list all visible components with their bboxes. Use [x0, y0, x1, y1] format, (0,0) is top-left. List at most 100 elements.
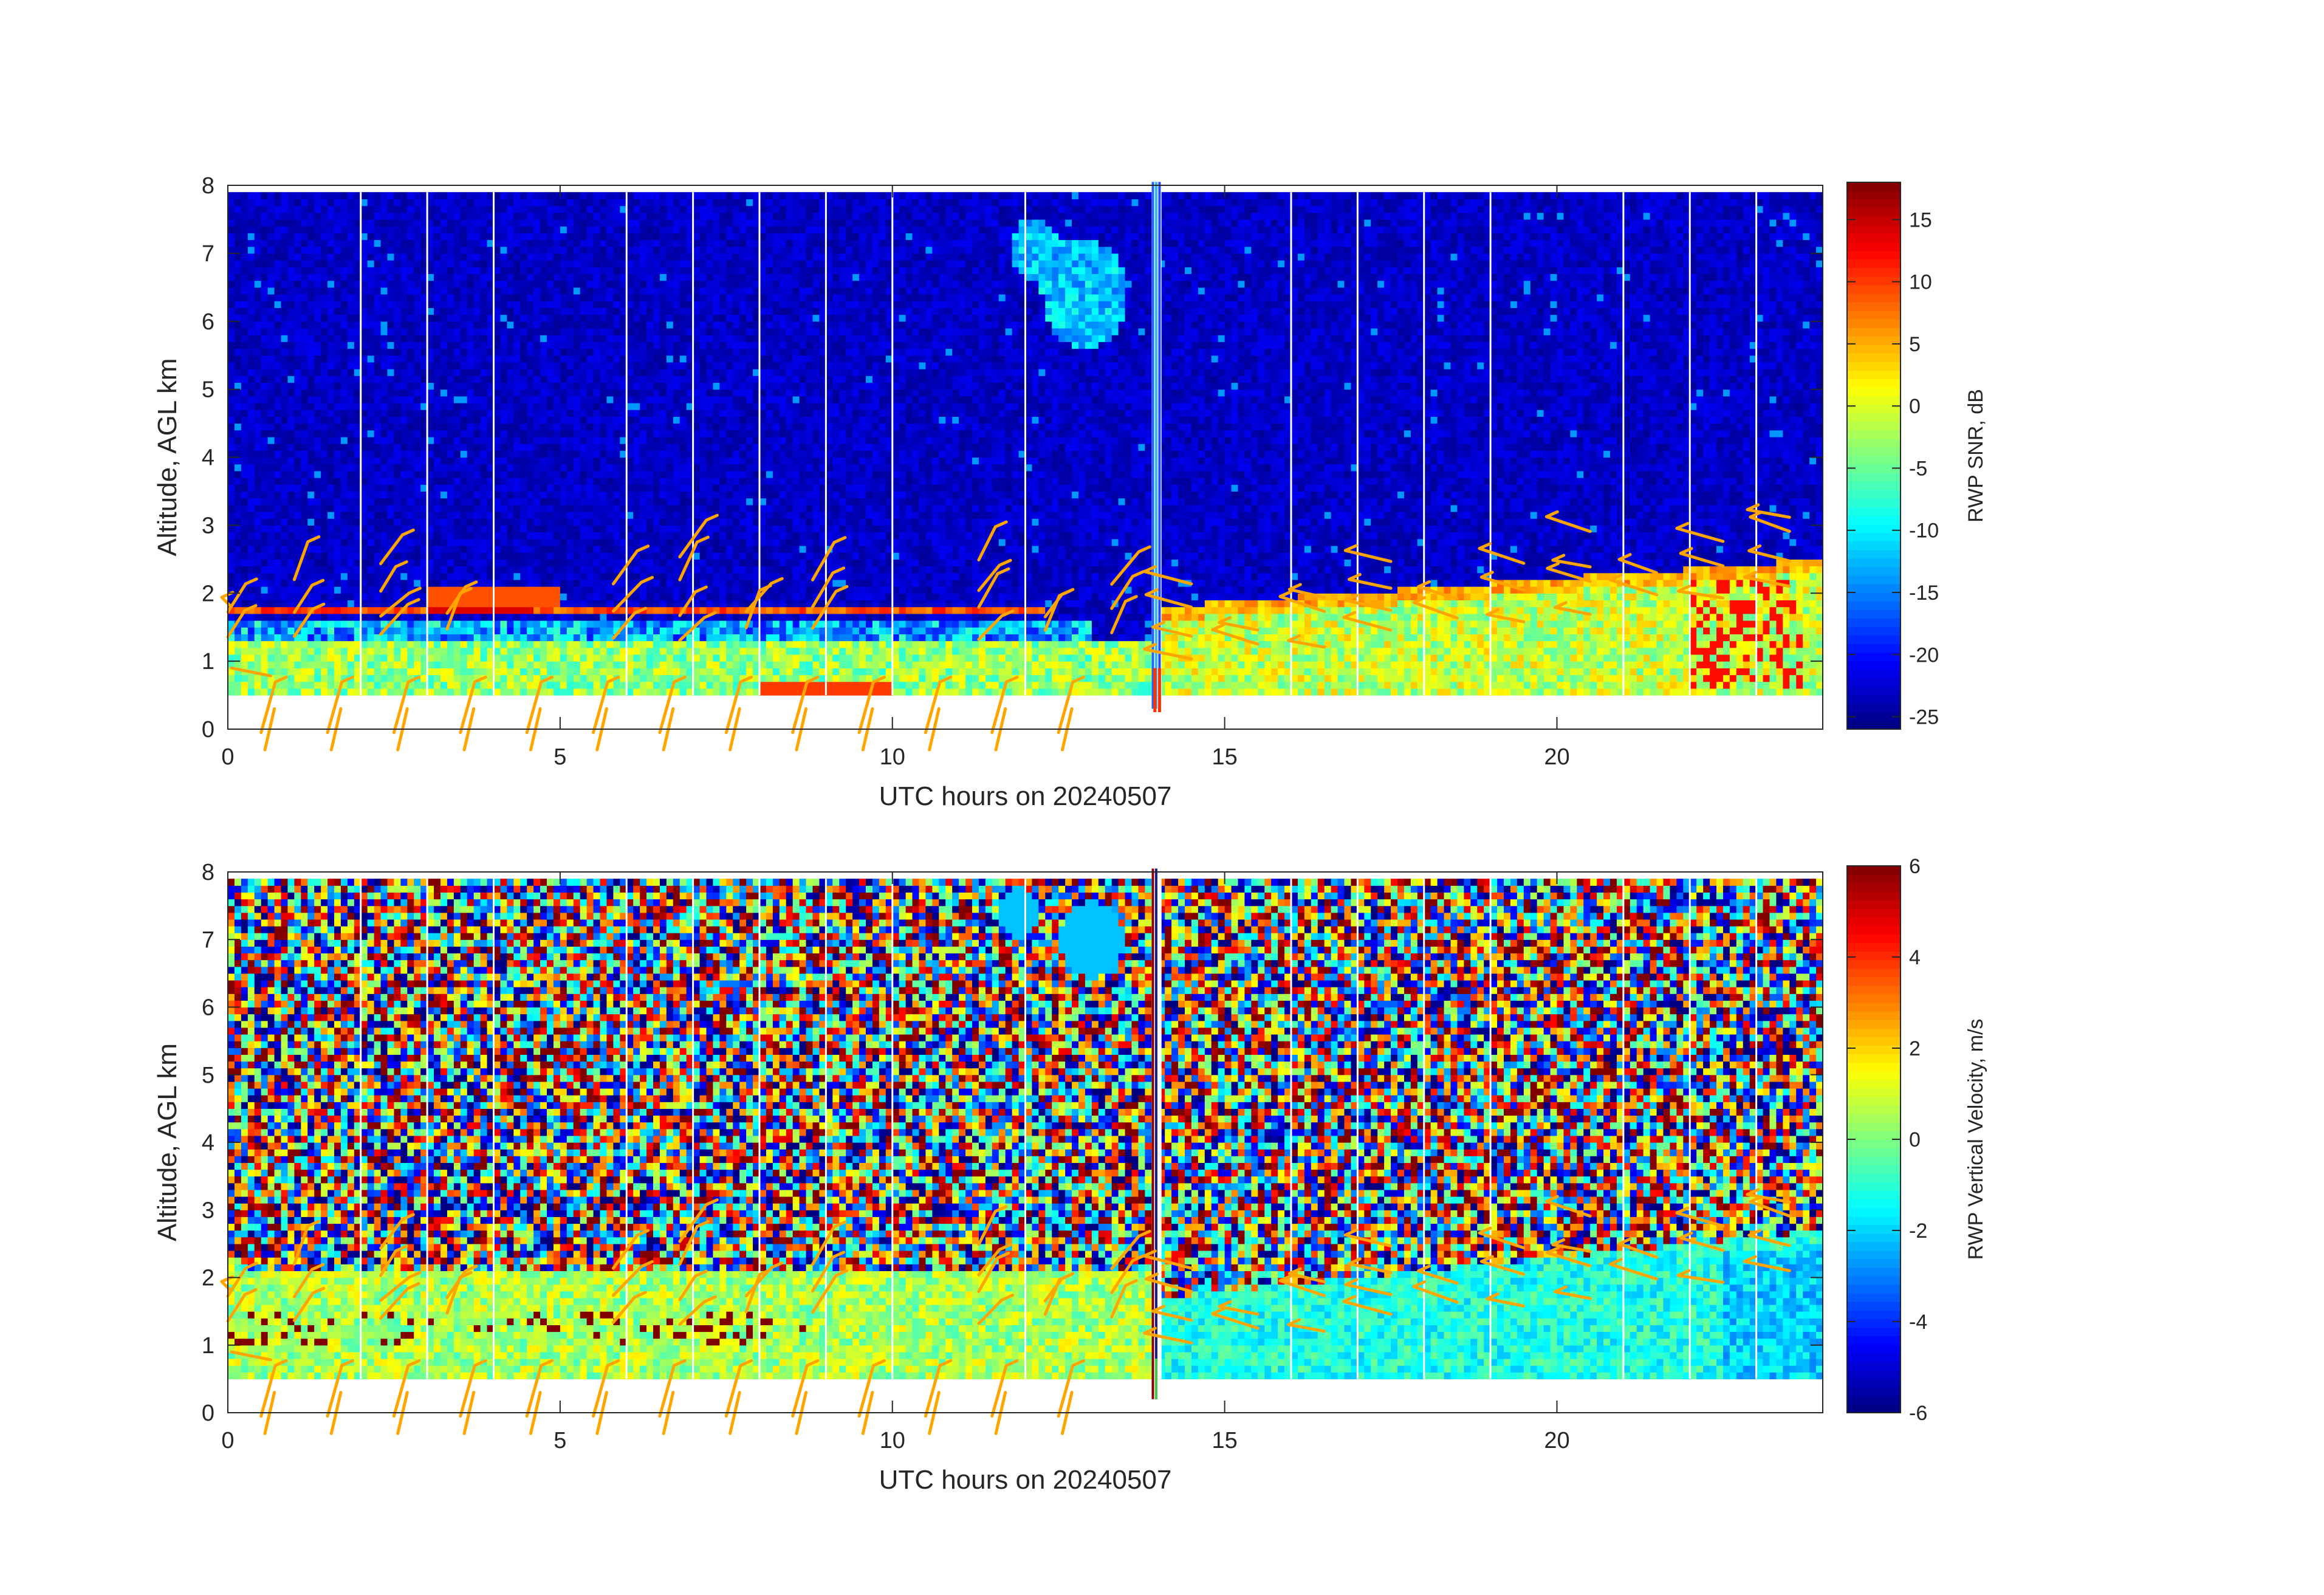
- heatmap-cell: [381, 260, 388, 267]
- heatmap-cell: [520, 573, 527, 580]
- heatmap-cell: [500, 437, 507, 444]
- heatmap-cell: [527, 355, 534, 363]
- heatmap-cell: [334, 627, 341, 634]
- heatmap-cell: [348, 573, 355, 580]
- heatmap-cell: [268, 253, 275, 261]
- heatmap-cell: [427, 654, 434, 662]
- heatmap-cell: [228, 525, 235, 532]
- heatmap-cell: [454, 294, 461, 301]
- heatmap-cell: [533, 450, 541, 458]
- heatmap-cell: [394, 620, 401, 628]
- heatmap-cell: [275, 424, 282, 431]
- heatmap-cell: [407, 573, 414, 580]
- heatmap-cell: [447, 444, 454, 451]
- heatmap-cell: [314, 668, 321, 675]
- heatmap-cell: [400, 416, 408, 424]
- heatmap-cell: [540, 341, 547, 349]
- heatmap-cell: [261, 552, 269, 560]
- heatmap-cell: [474, 335, 481, 342]
- heatmap-cell: [454, 335, 461, 342]
- heatmap-cell: [228, 307, 235, 315]
- heatmap-cell: [447, 688, 454, 696]
- heatmap-cell: [507, 464, 514, 472]
- heatmap-cell: [334, 648, 341, 655]
- heatmap-cell: [281, 641, 289, 648]
- heatmap-cell: [513, 546, 521, 553]
- heatmap-cell: [427, 206, 434, 213]
- heatmap-cell: [481, 512, 488, 519]
- heatmap-cell: [314, 498, 321, 506]
- heatmap-cell: [533, 525, 541, 532]
- heatmap-cell: [327, 219, 335, 227]
- heatmap-cell: [400, 199, 408, 206]
- heatmap-cell: [427, 634, 434, 641]
- heatmap-cell: [481, 478, 488, 485]
- heatmap-cell: [454, 539, 461, 546]
- heatmap-cell: [281, 478, 289, 485]
- heatmap-cell: [287, 614, 295, 621]
- heatmap-cell: [361, 512, 368, 519]
- heatmap-cell: [241, 226, 249, 233]
- heatmap-cell: [547, 328, 554, 335]
- heatmap-cell: [381, 491, 388, 498]
- heatmap-cell: [461, 627, 468, 634]
- heatmap-cell: [474, 668, 481, 675]
- heatmap-cell: [268, 315, 275, 322]
- heatmap-cell: [554, 505, 561, 512]
- heatmap-cell: [414, 199, 421, 206]
- heatmap-cell: [248, 627, 255, 634]
- heatmap-cell: [527, 566, 534, 574]
- heatmap-cell: [368, 240, 375, 247]
- heatmap-cell: [275, 328, 282, 335]
- heatmap-cell: [400, 450, 408, 458]
- heatmap-cell: [400, 512, 408, 519]
- heatmap-cell: [368, 349, 375, 356]
- heatmap-cell: [481, 355, 488, 363]
- heatmap-cell: [434, 518, 441, 526]
- heatmap-cell: [527, 688, 534, 696]
- heatmap-cell: [248, 471, 255, 478]
- heatmap-cell: [547, 281, 554, 288]
- heatmap-cell: [467, 525, 475, 532]
- heatmap-cell: [307, 668, 315, 675]
- heatmap-cell: [500, 620, 507, 628]
- heatmap-cell: [294, 369, 301, 376]
- heatmap-cell: [461, 491, 468, 498]
- heatmap-cell: [381, 512, 388, 519]
- heatmap-cell: [540, 532, 547, 540]
- heatmap-cell: [307, 559, 315, 566]
- heatmap-cell: [361, 341, 368, 349]
- heatmap-cell: [327, 532, 335, 540]
- heatmap-cell: [241, 219, 249, 227]
- heatmap-cell: [454, 580, 461, 587]
- heatmap-cell: [527, 512, 534, 519]
- heatmap-cell: [474, 349, 481, 356]
- heatmap-cell: [374, 307, 382, 315]
- heatmap-cell: [381, 199, 388, 206]
- heatmap-cell: [381, 458, 388, 465]
- heatmap-cell: [500, 518, 507, 526]
- heatmap-cell: [255, 233, 262, 240]
- heatmap-cell: [560, 389, 567, 397]
- heatmap-cell: [334, 301, 341, 308]
- heatmap-cell: [481, 450, 488, 458]
- heatmap-cell: [275, 247, 282, 254]
- heatmap-cell: [294, 219, 301, 227]
- heatmap-cell: [400, 654, 408, 662]
- heatmap-cell: [314, 226, 321, 233]
- heatmap-cell: [414, 464, 421, 472]
- heatmap-cell: [287, 369, 295, 376]
- heatmap-cell: [374, 281, 382, 288]
- heatmap-cell: [520, 450, 527, 458]
- heatmap-cell: [314, 389, 321, 397]
- heatmap-cell: [554, 634, 561, 641]
- heatmap-cell: [481, 546, 488, 553]
- heatmap-cell: [381, 369, 388, 376]
- heatmap-cell: [434, 593, 441, 600]
- heatmap-cell: [434, 335, 441, 342]
- heatmap-cell: [275, 362, 282, 369]
- heatmap-cell: [494, 389, 501, 397]
- heatmap-cell: [248, 349, 255, 356]
- heatmap-cell: [314, 376, 321, 383]
- heatmap-cell: [307, 253, 315, 261]
